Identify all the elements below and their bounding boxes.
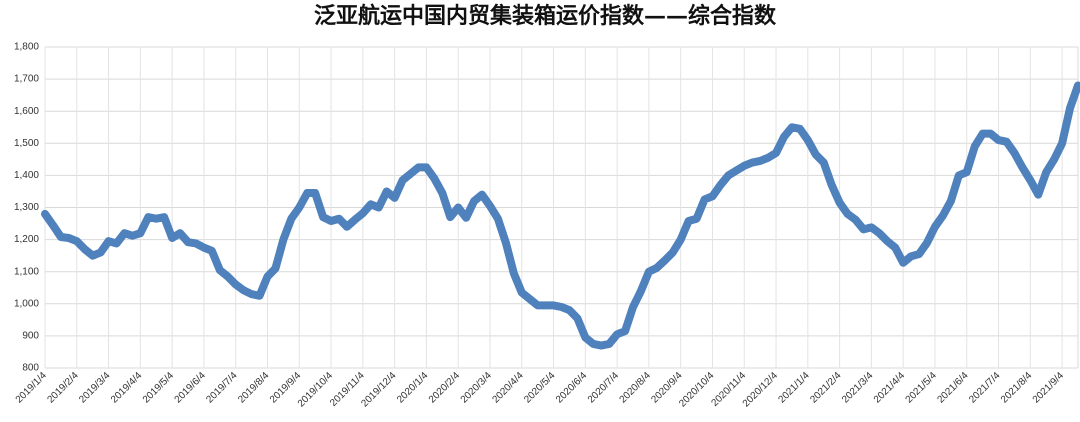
x-tick-label: 2021/2/4 xyxy=(808,370,844,406)
x-tick-label: 2020/1/4 xyxy=(395,370,431,406)
x-tick-label: 2020/6/4 xyxy=(554,370,590,406)
x-tick-label: 2021/4/4 xyxy=(872,370,908,406)
x-tick-label: 2021/7/4 xyxy=(967,370,1003,406)
x-tick-label: 2019/8/4 xyxy=(236,370,272,406)
x-tick-label: 2019/1/4 xyxy=(14,370,50,406)
y-tick-label: 1,000 xyxy=(14,298,39,309)
x-tick-label: 2019/3/4 xyxy=(77,370,113,406)
y-tick-label: 1,100 xyxy=(14,266,39,277)
x-tick-label: 2019/12/4 xyxy=(359,370,399,410)
y-tick-label: 1,800 xyxy=(14,42,39,53)
x-tick-label: 2020/3/4 xyxy=(459,370,495,406)
x-tick-label: 2021/5/4 xyxy=(904,370,940,406)
x-tick-label: 2020/7/4 xyxy=(586,370,622,406)
x-tick-label: 2021/3/4 xyxy=(840,370,876,406)
y-tick-label: 1,600 xyxy=(14,106,39,117)
x-tick-label: 2019/2/4 xyxy=(45,370,81,406)
y-tick-label: 1,400 xyxy=(14,170,39,181)
y-tick-label: 1,700 xyxy=(14,74,39,85)
x-tick-label: 2020/5/4 xyxy=(522,370,558,406)
y-tick-label: 1,200 xyxy=(14,234,39,245)
x-tick-label: 2021/6/4 xyxy=(935,370,971,406)
line xyxy=(41,81,1080,350)
x-tick-label: 2021/8/4 xyxy=(999,370,1035,406)
x-tick-label: 2020/4/4 xyxy=(490,370,526,406)
x-tick-label: 2019/7/4 xyxy=(204,370,240,406)
x-tick-label: 2021/1/4 xyxy=(777,370,813,406)
x-tick-label: 2020/2/4 xyxy=(427,370,463,406)
y-tick-label: 900 xyxy=(22,331,39,342)
y-tick-label: 1,300 xyxy=(14,202,39,213)
y-tick-label: 1,500 xyxy=(14,138,39,149)
x-tick-label: 2019/6/4 xyxy=(173,370,209,406)
y-tick-label: 800 xyxy=(22,363,39,374)
x-tick-label: 2020/12/4 xyxy=(741,370,781,410)
x-tick-label: 2020/8/4 xyxy=(618,370,654,406)
x-tick-label: 2019/5/4 xyxy=(141,370,177,406)
chart-title: 泛亚航运中国内贸集装箱运价指数——综合指数 xyxy=(314,3,777,29)
x-tick-label: 2019/4/4 xyxy=(109,370,145,406)
x-tick-label: 2021/9/4 xyxy=(1031,370,1067,406)
